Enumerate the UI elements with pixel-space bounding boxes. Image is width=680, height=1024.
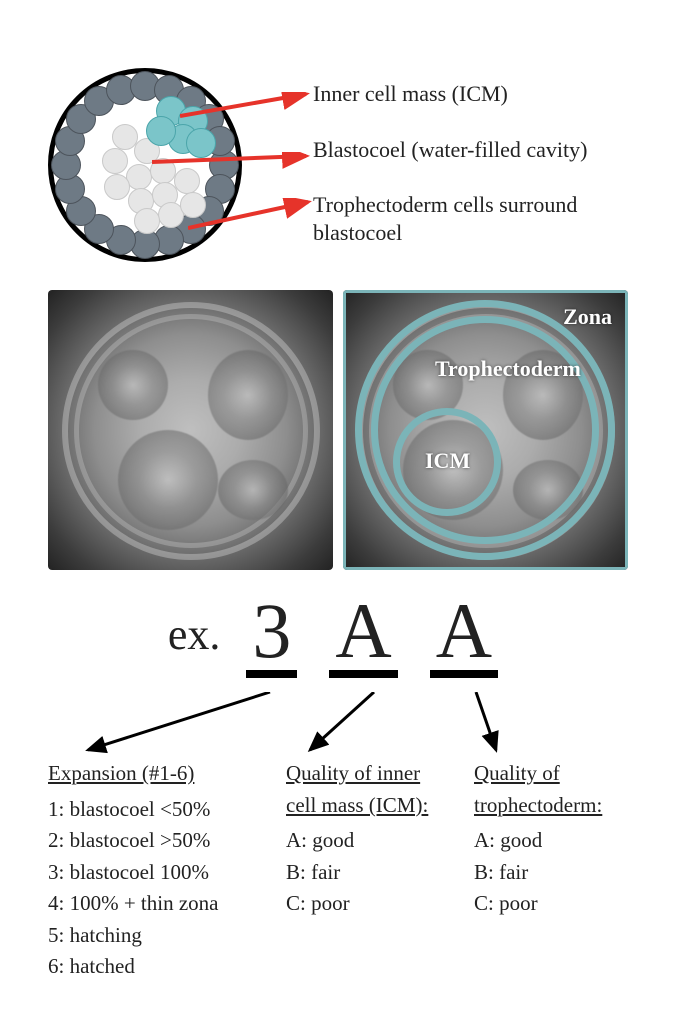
arrow-troph-to-legend: [458, 692, 538, 767]
legend-expansion-item: 5: hatching: [48, 920, 258, 952]
arrow-expansion-to-legend: [80, 692, 280, 767]
grading-legends: Expansion (#1-6) 1: blastocoel <50% 2: b…: [48, 758, 644, 983]
legend-icm-item: A: good: [286, 825, 446, 857]
arrow-to-blastocoel-label: [152, 152, 318, 170]
arrow-icm-to-legend: [304, 692, 394, 767]
grade-token-expansion: 3: [246, 592, 297, 678]
label-blastocoel: Blastocoel (water-filled cavity): [313, 136, 653, 164]
legend-expansion-item: 2: blastocoel >50%: [48, 825, 258, 857]
legend-troph-title: Quality of trophectoderm:: [474, 758, 644, 821]
microscope-panels: Zona Trophectoderm ICM: [48, 290, 628, 570]
legend-expansion-title: Expansion (#1-6): [48, 758, 258, 790]
legend-expansion-item: 3: blastocoel 100%: [48, 857, 258, 889]
grade-token-icm: A: [329, 592, 397, 678]
legend-expansion-item: 1: blastocoel <50%: [48, 794, 258, 826]
grading-example: ex. 3 A A: [0, 592, 680, 678]
legend-icm-item: C: poor: [286, 888, 446, 920]
legend-expansion: Expansion (#1-6) 1: blastocoel <50% 2: b…: [48, 758, 258, 983]
micrograph-annotated: Zona Trophectoderm ICM: [343, 290, 628, 570]
legend-icm-title: Quality of inner cell mass (ICM):: [286, 758, 446, 821]
micrograph-plain: [48, 290, 333, 570]
blastocyst-schematic-row: Inner cell mass (ICM) Blastocoel (water-…: [48, 68, 648, 268]
schematic-label-column: Inner cell mass (ICM) Blastocoel (water-…: [313, 64, 653, 274]
legend-icm-quality: Quality of inner cell mass (ICM): A: goo…: [286, 758, 446, 983]
legend-troph-item: A: good: [474, 825, 644, 857]
arrow-to-trophectoderm-label: [188, 198, 320, 234]
legend-icm-item: B: fair: [286, 857, 446, 889]
legend-troph-quality: Quality of trophectoderm: A: good B: fai…: [474, 758, 644, 983]
panel-highlight-frame: [343, 290, 628, 570]
grading-prefix: ex.: [168, 609, 221, 660]
label-trophectoderm: Trophectoderm cells surround blastocoel: [313, 191, 653, 246]
arrow-to-icm-label: [180, 92, 318, 124]
legend-expansion-item: 6: hatched: [48, 951, 258, 983]
legend-troph-item: C: poor: [474, 888, 644, 920]
label-icm: Inner cell mass (ICM): [313, 80, 653, 108]
legend-troph-item: B: fair: [474, 857, 644, 889]
legend-expansion-item: 4: 100% + thin zona: [48, 888, 258, 920]
grade-token-troph: A: [430, 592, 498, 678]
